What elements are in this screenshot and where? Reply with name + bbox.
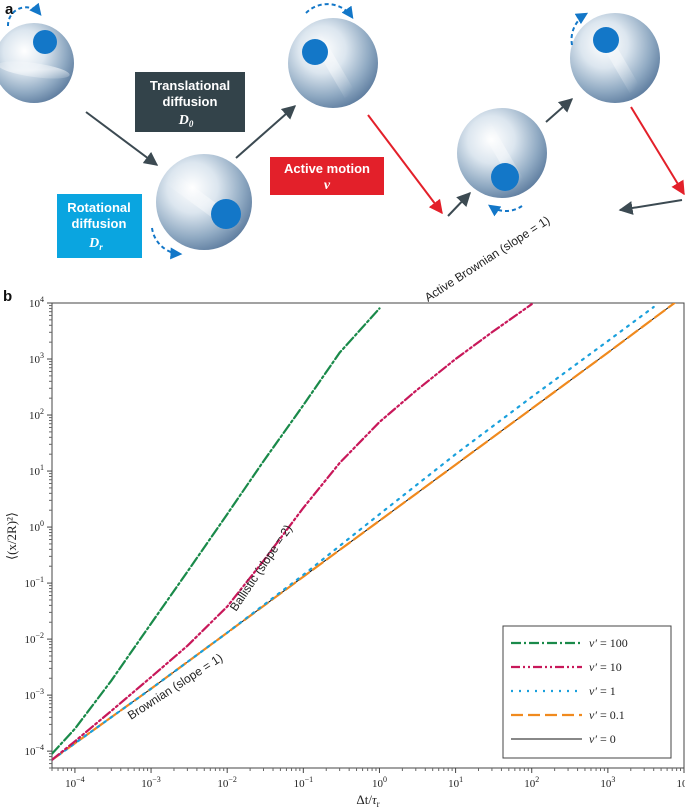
svg-text:Dr: Dr (88, 236, 103, 252)
svg-text:Translational: Translational (150, 78, 230, 93)
x-tick-label: 104 (677, 775, 685, 790)
x-tick-label: 102 (524, 775, 539, 790)
active-patch (211, 199, 241, 229)
active-patch (491, 163, 519, 191)
active-brownian-annotation: Active Brownian (slope = 1) (422, 213, 552, 304)
y-tick-label: 10−4 (24, 743, 44, 758)
active-motion-arrow (367, 114, 443, 215)
legend: v′ = 100 v′ = 10 v′ = 1 v′ = 0.1 v′ = 0 (502, 625, 672, 759)
y-tick-label: 100 (29, 519, 44, 534)
svg-text:diffusion: diffusion (163, 94, 218, 109)
y-tick-label: 102 (29, 407, 44, 422)
x-tick-label: 10−3 (141, 775, 161, 790)
x-axis-label: Δt/τr (356, 792, 379, 809)
y-axis-label: ⟨(x/2R)²⟩ (4, 512, 19, 560)
y-tick-label: 10−1 (24, 575, 44, 590)
ballistic-annotation: Ballistic (slope = 2) (227, 522, 295, 614)
x-tick-label: 10−1 (294, 775, 314, 790)
y-tick-label: 10−3 (24, 687, 44, 702)
rotation-arrow (488, 204, 523, 217)
series-lines (52, 303, 676, 761)
axis-ticks: 10−4 10−3 10−2 10−1 100 101 102 103 104 10−4 10−3 1… (24, 295, 685, 790)
translation-arrow (545, 98, 574, 123)
particle-sphere-1 (0, 2, 74, 103)
series-line-v1 (52, 305, 655, 761)
svg-text:D0: D0 (178, 113, 194, 129)
active-patch (593, 27, 619, 53)
translation-arrow (85, 111, 159, 166)
x-tick-label: 103 (600, 775, 615, 790)
y-tick-label: 101 (29, 463, 44, 478)
svg-text:diffusion: diffusion (72, 216, 127, 231)
y-tick-label: 104 (29, 295, 44, 310)
particle-sphere-3 (288, 3, 378, 108)
rotation-arrow (151, 227, 183, 260)
legend-label: v′ = 0 (589, 732, 616, 746)
translation-arrow (618, 199, 683, 215)
panel-a: a (0, 1, 685, 260)
legend-label: v′ = 10 (589, 660, 622, 674)
legend-label: v′ = 1 (589, 684, 616, 698)
rotation-arrow (570, 12, 589, 46)
active-motion-arrow (630, 106, 685, 196)
rotational-diffusion-box: Rotational diffusion Dr (57, 194, 142, 258)
svg-text:Active motion: Active motion (284, 161, 370, 176)
active-motion-box: Active motion v (270, 157, 384, 195)
svg-text:v: v (324, 178, 331, 193)
rotation-arrow (6, 2, 42, 27)
translation-arrow (235, 105, 297, 159)
y-tick-label: 103 (29, 351, 44, 366)
series-line-v10 (52, 303, 533, 761)
active-patch (33, 30, 57, 54)
panel-b: b 10−410−310−210−110010110210310410−410−… (3, 213, 685, 809)
particle-sphere-5 (570, 12, 660, 103)
x-tick-label: 10−4 (65, 775, 85, 790)
translation-arrow (447, 191, 471, 217)
x-tick-label: 100 (372, 775, 387, 790)
particle-sphere-2 (151, 154, 252, 260)
panel-b-letter: b (3, 288, 12, 305)
panel-a-letter: a (5, 1, 14, 18)
y-tick-label: 10−2 (24, 631, 44, 646)
legend-box (502, 625, 672, 759)
active-patch (302, 39, 328, 65)
translational-diffusion-box: Translational diffusion D0 (135, 72, 245, 132)
rotation-arrow (305, 3, 354, 19)
svg-text:Rotational: Rotational (67, 200, 131, 215)
particle-sphere-4 (457, 108, 547, 217)
legend-label: v′ = 100 (589, 636, 628, 650)
legend-label: v′ = 0.1 (589, 708, 625, 722)
x-tick-label: 101 (448, 775, 463, 790)
x-tick-label: 10−2 (217, 775, 237, 790)
series-line-v100 (52, 307, 381, 755)
